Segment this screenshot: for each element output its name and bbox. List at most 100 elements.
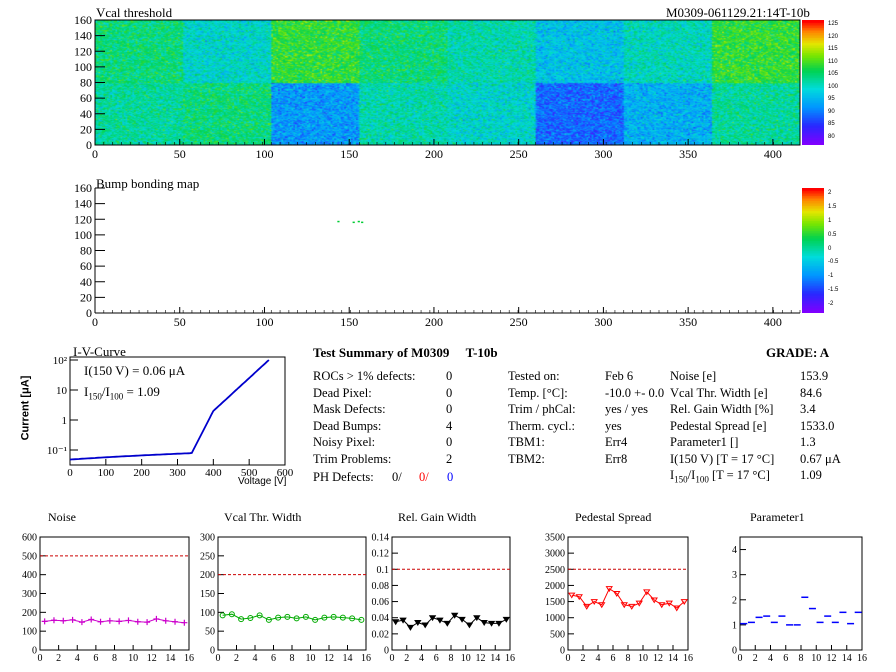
- data-point: [465, 622, 474, 629]
- ph-value-1: 0/: [392, 470, 402, 484]
- mini-y-tick-label: 2: [732, 595, 737, 606]
- y-tick-label: 20: [80, 290, 92, 304]
- summary-label: Therm. cycl.:: [508, 418, 575, 433]
- summary-label: Parameter1 []: [670, 435, 739, 450]
- colorbar-tick-label: 115: [828, 46, 838, 53]
- data-point: [228, 611, 235, 618]
- data-point: [41, 618, 48, 625]
- mini-y-tick-label: 3: [732, 570, 737, 581]
- mini-y-tick-label: 150: [200, 589, 215, 600]
- iv-y-tick-label: 10⁻¹: [47, 445, 67, 457]
- data-point: [50, 617, 57, 624]
- iv-title: I-V-Curve: [73, 344, 126, 359]
- data-point: [284, 613, 291, 620]
- mini-x-tick-label: 10: [128, 653, 138, 664]
- x-tick-label: 200: [425, 315, 443, 329]
- data-point: [330, 613, 337, 620]
- colorbar-tick-label: 125: [828, 21, 839, 28]
- mini-y-tick-label: 1: [732, 620, 737, 631]
- iv-chart: 0 100 200 300 400 500 600 10⁻¹ 1 10 10²: [47, 355, 294, 479]
- data-point: [568, 592, 576, 599]
- iv-y-tick-label: 10²: [53, 355, 68, 367]
- data-point: [116, 618, 123, 625]
- summary-label: Temp. [°C]:: [508, 385, 568, 400]
- mini-x-tick-label: 2: [581, 653, 586, 664]
- y-tick-label: 100: [74, 60, 92, 74]
- grade-label: GRADE: A: [766, 345, 830, 360]
- data-point: [312, 616, 319, 623]
- colorbar-tick-label: 110: [828, 58, 838, 65]
- y-tick-label: 160: [74, 13, 92, 27]
- iv-y-tick-label: 1: [62, 415, 68, 427]
- data-point: [172, 618, 179, 625]
- mini-y-tick-label: 500: [22, 551, 37, 562]
- vcal-heatmap[interactable]: [95, 20, 800, 145]
- mini-y-tick-label: 1500: [545, 597, 565, 608]
- summary-label: I(150 V) [T = 17 °C]: [670, 452, 775, 466]
- mini-x-tick-label: 10: [638, 653, 648, 664]
- y-tick-label: 20: [80, 122, 92, 136]
- mini-x-tick-label: 16: [505, 653, 515, 664]
- data-point: [620, 602, 628, 609]
- mini-y-tick-label: 200: [22, 608, 37, 619]
- y-tick-label: 60: [80, 91, 92, 105]
- mini-y-tick-label: 0.04: [372, 613, 390, 624]
- mini-y-tick-label: 0.08: [372, 581, 390, 592]
- data-point: [480, 620, 488, 627]
- mini-x-tick-label: 6: [611, 653, 616, 664]
- mini-y-tick-label: 0: [560, 646, 565, 657]
- y-tick-label: 120: [74, 44, 92, 58]
- summary-value: Feb 6: [605, 369, 634, 383]
- mini-y-tick-label: 100: [200, 608, 215, 619]
- summary-label: Dead Bumps:: [313, 418, 382, 433]
- vcal-title: Vcal threshold: [96, 5, 173, 20]
- bump-colorbar: [802, 188, 824, 313]
- bump-axes: 0 50 100 150 200 250 300 350 4000204060801001201…: [74, 181, 801, 329]
- colorbar-tick-label: 0.5: [828, 231, 837, 238]
- mini-y-tick-label: 3500: [545, 533, 565, 544]
- mini-plot-frame: [567, 536, 689, 651]
- summary-label: ROCs > 1% defects:: [313, 369, 416, 383]
- mini-x-tick-label: 14: [165, 653, 175, 664]
- bump-hit: [361, 221, 364, 224]
- x-tick-label: 50: [174, 315, 186, 329]
- iv-x-tick-label: 0: [67, 467, 73, 479]
- data-point: [153, 615, 160, 622]
- mini-x-tick-label: 0: [216, 653, 221, 664]
- data-point: [650, 597, 658, 604]
- mini-x-tick-label: 6: [783, 653, 788, 664]
- series-line: [395, 614, 507, 629]
- mini-x-tick-label: 14: [842, 653, 852, 664]
- ratio-label: I150/I100 [T = 17 °C]: [670, 468, 770, 485]
- colorbar-tick-label: 95: [828, 96, 835, 103]
- mini-plot-title: Rel. Gain Width: [398, 510, 476, 524]
- mini-x-tick-label: 10: [461, 653, 471, 664]
- data-point: [358, 616, 365, 623]
- mini-y-tick-label: 400: [22, 570, 37, 581]
- iv-curve: [69, 359, 270, 461]
- summary-label: Trim / phCal:: [508, 402, 576, 417]
- mini-y-tick-label: 0: [384, 646, 389, 657]
- y-tick-label: 160: [74, 181, 92, 195]
- data-point: [673, 605, 681, 612]
- colorbar-tick-label: -0.5: [828, 259, 839, 266]
- data-point: [106, 617, 113, 624]
- summary-value: 0: [446, 385, 453, 400]
- data-point: [487, 620, 496, 627]
- iv-x-tick-label: 400: [205, 467, 222, 479]
- iv-x-tick-label: 300: [169, 467, 186, 479]
- mini-y-tick-label: 300: [200, 533, 215, 544]
- mini-y-tick-label: 200: [200, 570, 215, 581]
- y-tick-label: 80: [80, 244, 92, 258]
- data-point: [60, 617, 67, 624]
- mini-y-tick-label: 0: [210, 646, 215, 657]
- mini-x-tick-label: 16: [857, 653, 867, 664]
- iv-y-tick-label: 10: [56, 385, 68, 397]
- colorbar-tick-label: 2: [828, 189, 832, 196]
- colorbar-tick-label: 90: [828, 108, 835, 115]
- data-point: [69, 616, 76, 623]
- x-tick-label: 400: [764, 315, 782, 329]
- summary-value: 3.4: [800, 402, 816, 417]
- data-point: [502, 616, 511, 623]
- data-point: [321, 614, 328, 621]
